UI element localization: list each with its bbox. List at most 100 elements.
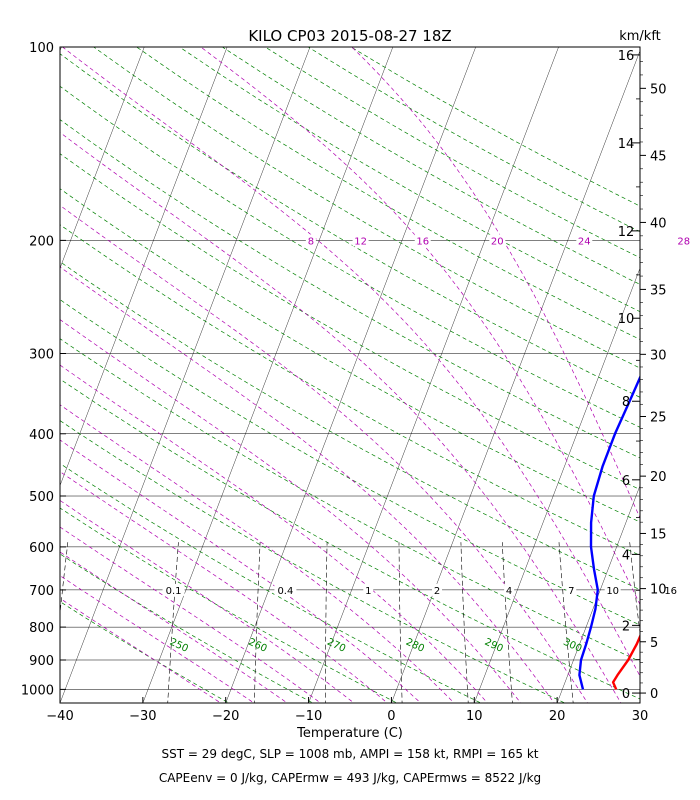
dry-adiabat-line xyxy=(60,224,640,556)
moist-adiabat-line xyxy=(60,575,255,703)
kft-tick-label: 10 xyxy=(650,583,667,598)
kft-tick-label: 15 xyxy=(650,527,667,542)
km-tick-label: 8 xyxy=(622,395,630,410)
moist-adiabat-line xyxy=(60,597,222,703)
kft-tick-label: 45 xyxy=(650,149,667,164)
km-tick-label: 10 xyxy=(618,312,635,327)
km-tick-label: 12 xyxy=(618,225,635,240)
dry-adiabat-line xyxy=(60,601,230,703)
pressure-tick-label: 200 xyxy=(29,234,54,249)
moist-adiabat-label-background xyxy=(305,234,316,247)
moist-adiabat-line xyxy=(60,204,589,703)
mixing-ratio-line xyxy=(460,542,469,703)
moist-adiabat-line xyxy=(60,439,422,703)
moist-adiabat-label-background xyxy=(414,234,431,247)
kft-tick-label: 0 xyxy=(650,687,658,702)
km-tick-label: 0 xyxy=(622,687,630,702)
moist-adiabat-line xyxy=(60,404,455,703)
moist-adiabat-line xyxy=(60,364,488,703)
pressure-tick-label: 500 xyxy=(29,490,54,505)
dry-adiabat-line xyxy=(60,299,640,626)
dry-adiabat-line xyxy=(60,378,640,700)
dewpoint-profile-line xyxy=(578,374,640,690)
dry-adiabat-line xyxy=(60,420,566,703)
pressure-tick-label: 700 xyxy=(29,584,54,599)
x-tick-label: −10 xyxy=(295,709,322,724)
x-tick-label: 0 xyxy=(387,709,395,724)
moist-adiabat-label-background xyxy=(576,234,593,247)
pressure-tick-label: 600 xyxy=(29,541,54,556)
theta-label: 270 xyxy=(325,637,347,655)
x-tick-label: −30 xyxy=(129,709,156,724)
mixing-ratio-line xyxy=(325,542,328,703)
pressure-tick-label: 100 xyxy=(29,41,54,56)
dry-adiabat-line xyxy=(60,463,482,703)
mixing-ratio-line xyxy=(254,542,261,703)
km-tick-label: 14 xyxy=(618,137,635,152)
dry-adiabat-line xyxy=(265,47,640,259)
km-tick-label: 4 xyxy=(622,548,630,563)
x-tick-label: 20 xyxy=(549,709,566,724)
moist-adiabat-line xyxy=(60,319,522,703)
mixing-ratio-label-background xyxy=(504,583,515,596)
moist-adiabat-label: 12 xyxy=(354,236,367,247)
isotherm-line xyxy=(391,50,640,703)
moist-adiabat-label: 16 xyxy=(416,236,429,247)
kft-tick-label: 35 xyxy=(650,283,667,298)
x-tick-label: 10 xyxy=(466,709,483,724)
dry-adiabat-line xyxy=(60,119,640,459)
km-tick-label: 2 xyxy=(622,619,630,634)
mixing-ratio-label: 10 xyxy=(606,586,619,597)
moist-adiabat-line xyxy=(351,47,640,519)
km-tick-label: 6 xyxy=(622,474,630,489)
isotherm-line xyxy=(639,702,640,703)
mixing-ratio-line xyxy=(502,542,513,703)
kft-tick-label: 20 xyxy=(650,470,667,485)
isotherm-line xyxy=(60,47,228,487)
plot-frame xyxy=(59,46,641,704)
kft-tick-label: 30 xyxy=(650,348,667,363)
mixing-ratio-line xyxy=(167,542,179,703)
moist-adiabat-line xyxy=(60,266,555,703)
pressure-tick-label: 300 xyxy=(29,347,54,362)
x-tick-label: −40 xyxy=(46,709,73,724)
kft-tick-label: 50 xyxy=(650,82,667,97)
sounding-profiles xyxy=(578,374,640,690)
right-axis-unit-label: km/kft xyxy=(619,29,661,44)
temperature-profile-line xyxy=(611,633,640,690)
pressure-tick-label: 400 xyxy=(29,428,54,443)
isotherm-line xyxy=(142,47,394,703)
dry-adiabat-line xyxy=(93,47,640,369)
dry-adiabat-line xyxy=(350,47,640,207)
mixing-ratio-label-background xyxy=(566,583,577,596)
mixing-ratio-label-background xyxy=(363,583,374,596)
km-tick-label: 16 xyxy=(618,49,635,64)
moist-adiabat-label: 8 xyxy=(308,236,314,247)
chart-title: KILO CP03 2015-08-27 18Z xyxy=(248,27,451,45)
moist-adiabat-line xyxy=(60,551,288,703)
mixing-ratio-label-background xyxy=(604,583,621,596)
mixing-ratio-line xyxy=(60,542,69,616)
mixing-ratio-label: 2 xyxy=(434,586,440,597)
isotherm-line xyxy=(556,485,640,703)
mixing-ratio-label: 4 xyxy=(506,586,512,597)
mixing-ratio-label: 1 xyxy=(365,586,371,597)
kft-tick-label: 5 xyxy=(650,636,658,651)
chart-labels: 81216202428320.10.4124710162502602702802… xyxy=(162,234,692,655)
mixing-ratio-label-background xyxy=(662,583,679,596)
dry-adiabat-line xyxy=(60,53,640,398)
kft-tick-label: 25 xyxy=(650,410,667,425)
mixing-ratio-label: 0.1 xyxy=(166,586,182,597)
moist-adiabat-label: 24 xyxy=(578,236,591,247)
mixing-ratio-line xyxy=(398,542,403,703)
mixing-ratio-label-background xyxy=(162,583,185,596)
moist-adiabat-line xyxy=(60,526,322,703)
dry-adiabat-line xyxy=(60,553,314,703)
moist-adiabat-label-background xyxy=(352,234,369,247)
x-axis-label: Temperature (C) xyxy=(296,726,403,741)
mixing-ratio-label: 0.4 xyxy=(277,586,293,597)
moist-adiabat-line xyxy=(62,47,640,677)
theta-label: 300 xyxy=(561,637,583,655)
isotherm-line xyxy=(225,47,476,703)
moist-adiabat-line xyxy=(200,47,640,606)
